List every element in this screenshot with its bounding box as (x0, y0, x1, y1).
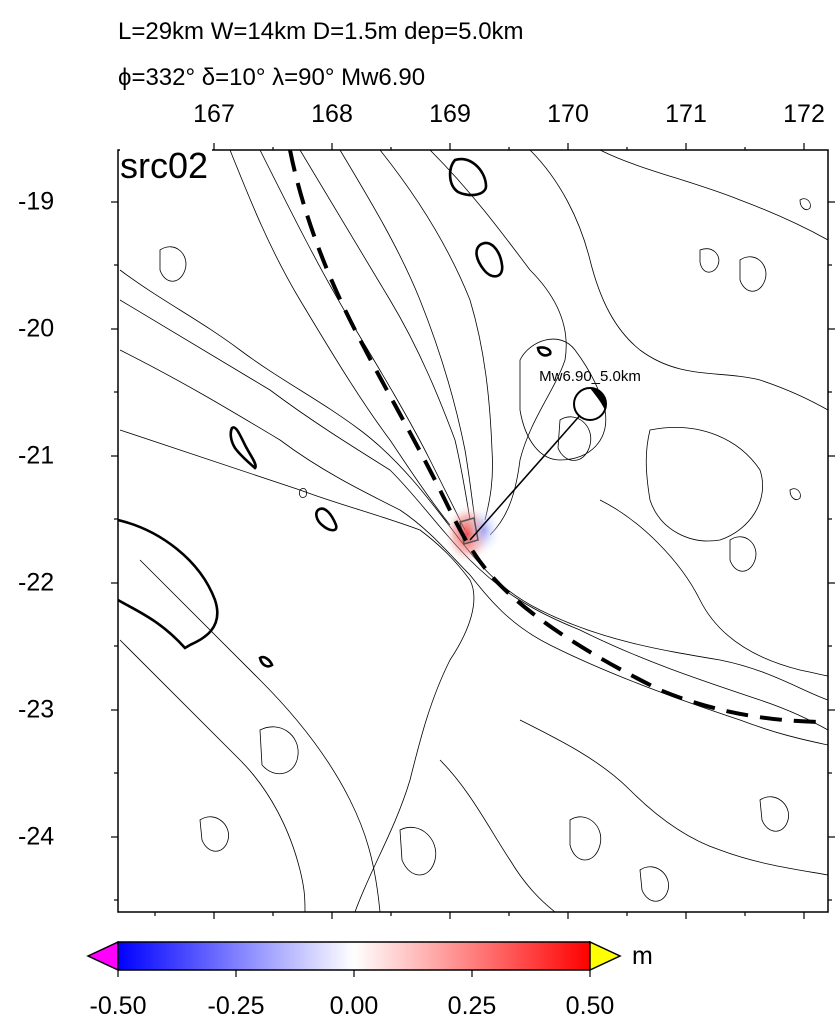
subsidence-area (466, 504, 502, 556)
lon-tick-label: 170 (547, 100, 589, 128)
lat-tick-label: -23 (18, 695, 55, 724)
colorbar-tick-label: -0.50 (89, 992, 147, 1020)
lat-tick-label: -21 (18, 441, 55, 470)
lon-tick-label: 171 (665, 100, 707, 128)
colorbar-gradient (117, 941, 591, 971)
lat-tick-label: -24 (18, 822, 55, 851)
epicenter-link-line (469, 403, 591, 541)
lon-tick-label: 167 (193, 100, 235, 128)
lat-tick-label: -19 (18, 187, 55, 216)
top-axis-ticks (154, 143, 805, 150)
colorbar-tick-label: 0.50 (565, 992, 615, 1020)
colorbar-tick-label: -0.25 (207, 992, 265, 1020)
colorbar (86, 940, 622, 977)
panel-label: src02 (120, 145, 213, 187)
lon-tick-label: 168 (311, 100, 353, 128)
beachball-label: Mw6.90_5.0km (539, 368, 641, 385)
trench-line (288, 150, 828, 724)
lat-tick-label: -22 (18, 568, 55, 597)
source-parameters-line-2: ϕ=332° δ=10° λ=90° Mw6.90 (118, 64, 426, 91)
colorbar-over-arrow (589, 940, 622, 972)
source-parameters-line-1: L=29km W=14km D=1.5m dep=5.0km (118, 18, 524, 45)
map-frame (117, 149, 829, 913)
bathymetry-contours (118, 150, 828, 912)
colorbar-unit: m (632, 942, 653, 970)
lon-tick-label: 172 (783, 100, 825, 128)
colorbar-tick-label: 0.25 (447, 992, 497, 1020)
colorbar-tick-label: 0.00 (329, 992, 379, 1020)
lat-tick-label: -20 (18, 314, 55, 343)
lon-tick-label: 169 (429, 100, 471, 128)
right-axis-ticks (828, 201, 835, 901)
bottom-axis-ticks (154, 912, 805, 919)
colorbar-under-arrow (86, 940, 119, 972)
left-axis-ticks (111, 201, 118, 901)
focal-mechanism-beachball (573, 387, 607, 421)
